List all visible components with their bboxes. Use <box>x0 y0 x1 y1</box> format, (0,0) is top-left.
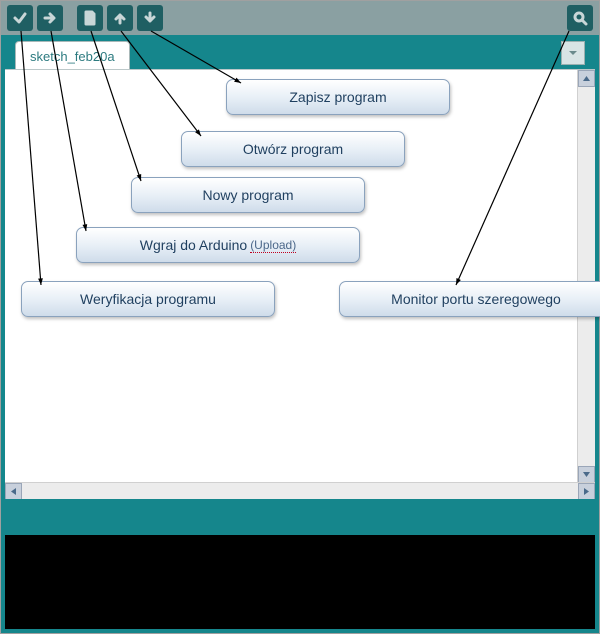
sketch-tab[interactable]: sketch_feb20a <box>15 41 130 70</box>
scroll-down-button[interactable] <box>578 466 595 483</box>
callout-label: Otwórz program <box>243 141 343 157</box>
toolbar <box>1 1 599 35</box>
callout-new: Nowy program <box>131 177 365 213</box>
callout-serial: Monitor portu szeregowego <box>339 281 600 317</box>
scroll-up-button[interactable] <box>578 70 595 87</box>
vertical-scrollbar[interactable] <box>577 70 595 483</box>
serial-monitor-button[interactable] <box>567 5 593 31</box>
callout-sublabel: (Upload) <box>250 238 296 253</box>
new-button[interactable] <box>77 5 103 31</box>
tab-row: sketch_feb20a <box>1 35 599 69</box>
arduino-ide-window: sketch_feb20a Zapisz program Otwórz progr… <box>0 0 600 634</box>
save-button[interactable] <box>137 5 163 31</box>
callout-upload: Wgraj do Arduino (Upload) <box>76 227 360 263</box>
horizontal-scrollbar[interactable] <box>5 482 595 500</box>
callout-verify: Weryfikacja programu <box>21 281 275 317</box>
callout-label: Monitor portu szeregowego <box>391 291 561 307</box>
callout-label: Weryfikacja programu <box>80 291 216 307</box>
callout-label: Wgraj do Arduino <box>140 237 247 253</box>
upload-button[interactable] <box>37 5 63 31</box>
callout-open: Otwórz program <box>181 131 405 167</box>
sketch-tab-label: sketch_feb20a <box>30 49 115 64</box>
status-bar <box>5 499 595 535</box>
scroll-left-button[interactable] <box>5 483 22 500</box>
verify-button[interactable] <box>7 5 33 31</box>
tab-menu-button[interactable] <box>561 41 585 65</box>
scroll-right-button[interactable] <box>578 483 595 500</box>
console-area <box>5 535 595 629</box>
open-button[interactable] <box>107 5 133 31</box>
callout-label: Zapisz program <box>289 89 386 105</box>
callout-save: Zapisz program <box>226 79 450 115</box>
callout-label: Nowy program <box>202 187 293 203</box>
